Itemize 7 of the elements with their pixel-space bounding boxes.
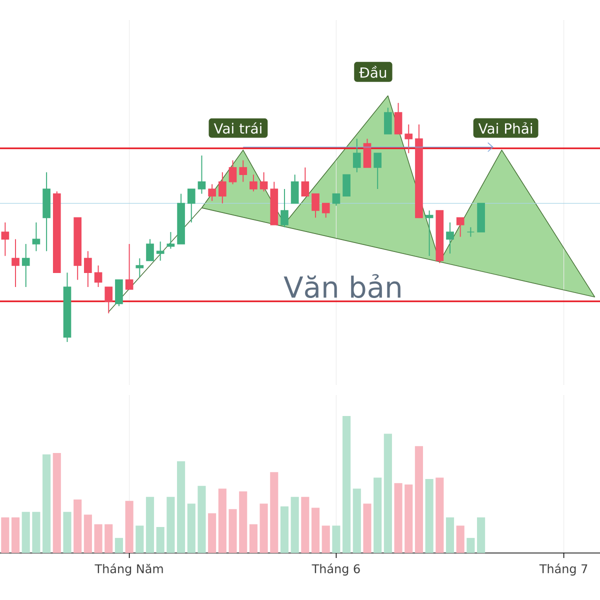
annotation: Văn bản (284, 274, 400, 298)
x-tick-label: Tháng 7 (539, 564, 588, 576)
annotation: Vai Phải (478, 122, 532, 134)
text: Đầu (359, 66, 386, 78)
annotation: Vai trái (214, 122, 262, 134)
x-tick-label: Tháng 6 (312, 564, 360, 576)
x-tick-label: Tháng Năm (94, 564, 163, 576)
